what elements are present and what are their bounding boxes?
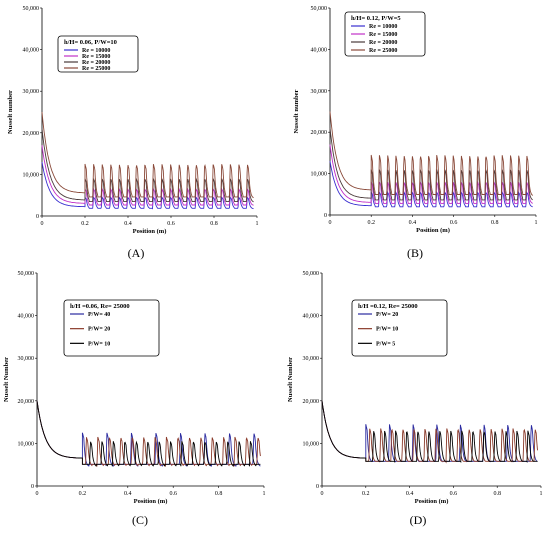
legend-box	[344, 11, 426, 57]
x-tick-label: 0.2	[362, 491, 370, 497]
legend: h/H= 0.12, P/W=5 Re = 10000 Re = 15000 Re =…	[344, 11, 426, 57]
legend-entry: Re = 10000	[369, 24, 397, 30]
y-tick-label: 10,000	[303, 441, 320, 447]
legend-entry: Re = 25000	[82, 66, 110, 72]
legend-box	[63, 299, 160, 357]
y-tick-label: 0	[316, 484, 319, 490]
legend-title: h/H =0.12, Re= 25000	[358, 303, 418, 310]
legend-title: h/H= 0.12, P/W=5	[351, 15, 401, 22]
chart-panel-4: 0 10,000 20,000 30,000 40,000 50,000 0 0.2 0.4 0.…	[287, 271, 543, 527]
x-tick-label: 0.4	[124, 491, 132, 497]
x-tick-label: 0	[41, 221, 44, 227]
y-axis-label: Nusselt Number	[3, 357, 10, 402]
legend-entry: Re = 15000	[369, 32, 397, 38]
y-tick-label: 40,000	[303, 314, 320, 320]
legend-entry: P/W= 40	[88, 312, 110, 318]
x-tick-label: 0.6	[167, 221, 175, 227]
panel-label: (A)	[128, 246, 145, 260]
y-tick-label: 0	[324, 213, 327, 219]
y-tick-label: 20,000	[23, 131, 40, 137]
y-tick-label: 30,000	[18, 356, 35, 362]
y-tick-label: 50,000	[303, 271, 320, 277]
x-tick-label: 0.2	[81, 221, 89, 227]
x-tick-label: 0.8	[491, 220, 499, 226]
chart-panel-1: 0 10,000 20,000 30,000 40,000 50,000 0 0.2 0.4 0.…	[7, 6, 259, 260]
panel-label: (C)	[132, 513, 148, 527]
x-axis-label: Position (m)	[416, 227, 450, 234]
legend-entry: Re = 25000	[369, 48, 397, 54]
series-line-1	[41, 161, 254, 210]
legend-entry: Re = 20000	[82, 60, 110, 66]
y-tick-label: 20,000	[311, 130, 328, 136]
legend-entry: P/W= 20	[88, 327, 110, 333]
x-tick-label: 0.2	[79, 491, 87, 497]
x-axis-label: Position (m)	[415, 498, 449, 505]
legend-entry: P/W= 20	[376, 312, 398, 318]
legend: h/H =0.06, Re= 25000 P/W= 40 P/W= 20 P/W= 1…	[63, 299, 160, 357]
series-line-4	[41, 111, 254, 200]
y-tick-label: 0	[36, 214, 39, 220]
legend-entry: P/W= 5	[376, 341, 395, 347]
y-tick-label: 40,000	[18, 314, 35, 320]
x-tick-label: 0.4	[409, 220, 417, 226]
y-tick-label: 20,000	[303, 399, 320, 405]
y-tick-label: 40,000	[311, 47, 328, 53]
x-tick-label: 0.4	[406, 491, 414, 497]
legend-entry: P/W= 10	[88, 341, 110, 347]
legend-box	[57, 35, 139, 73]
panel-label: (B)	[407, 246, 423, 260]
x-tick-label: 1	[535, 220, 538, 226]
x-tick-label: 0	[321, 491, 324, 497]
x-tick-label: 0.8	[210, 221, 218, 227]
y-tick-label: 50,000	[23, 6, 40, 12]
legend-box	[351, 299, 448, 357]
legend-entry: P/W= 10	[376, 327, 398, 333]
x-tick-label: 0.6	[169, 491, 177, 497]
x-tick-label: 0.6	[450, 220, 458, 226]
y-axis-label: Nusselt number	[7, 90, 14, 134]
x-tick-label: 1	[263, 491, 266, 497]
x-tick-label: 0.6	[450, 491, 458, 497]
x-tick-label: 0.4	[124, 221, 132, 227]
x-tick-label: 0.8	[493, 491, 501, 497]
y-axis-label: Nusselt Number	[287, 357, 294, 402]
y-tick-label: 10,000	[18, 441, 35, 447]
x-axis-label: Position (m)	[133, 228, 167, 235]
y-tick-label: 40,000	[23, 48, 40, 54]
y-tick-label: 30,000	[303, 356, 320, 362]
y-tick-label: 50,000	[311, 6, 328, 12]
chart-panel-3: 0 10,000 20,000 30,000 40,000 50,000 0 0.2 0.4 0.…	[3, 271, 266, 527]
y-tick-label: 30,000	[311, 89, 328, 95]
y-tick-label: 10,000	[311, 172, 328, 178]
series-line-2	[36, 400, 261, 467]
legend-title: h/H =0.06, Re= 25000	[70, 303, 130, 310]
series-line-3	[36, 400, 261, 467]
y-tick-label: 20,000	[18, 399, 35, 405]
y-tick-label: 30,000	[23, 89, 40, 95]
x-tick-label: 1	[540, 491, 543, 497]
x-tick-label: 0.8	[215, 491, 223, 497]
series-line-3	[321, 400, 538, 464]
panel-label: (D)	[410, 513, 427, 527]
legend-title: h/H= 0.06, P/W=10	[64, 39, 117, 46]
legend: h/H =0.12, Re= 25000 P/W= 20 P/W= 10 P/W= 5	[351, 299, 448, 357]
legend-entry: Re = 20000	[369, 40, 397, 46]
series-line-4	[329, 111, 534, 196]
y-axis-label: Nusselt number	[293, 89, 300, 133]
x-tick-label: 0	[36, 491, 39, 497]
x-axis-label: Position (m)	[134, 498, 168, 505]
x-tick-label: 1	[256, 221, 259, 227]
chart-panel-2: 0 10,000 20,000 30,000 40,000 50,000 0 0.2 0.4 0.…	[293, 6, 538, 260]
series-line-2	[321, 400, 538, 464]
x-tick-label: 0	[329, 220, 332, 226]
legend-entry: Re = 15000	[82, 54, 110, 60]
y-tick-label: 0	[31, 484, 34, 490]
legend-entry: Re = 10000	[82, 48, 110, 54]
y-tick-label: 10,000	[23, 172, 40, 178]
y-tick-label: 50,000	[18, 271, 35, 277]
x-tick-label: 0.2	[367, 220, 375, 226]
